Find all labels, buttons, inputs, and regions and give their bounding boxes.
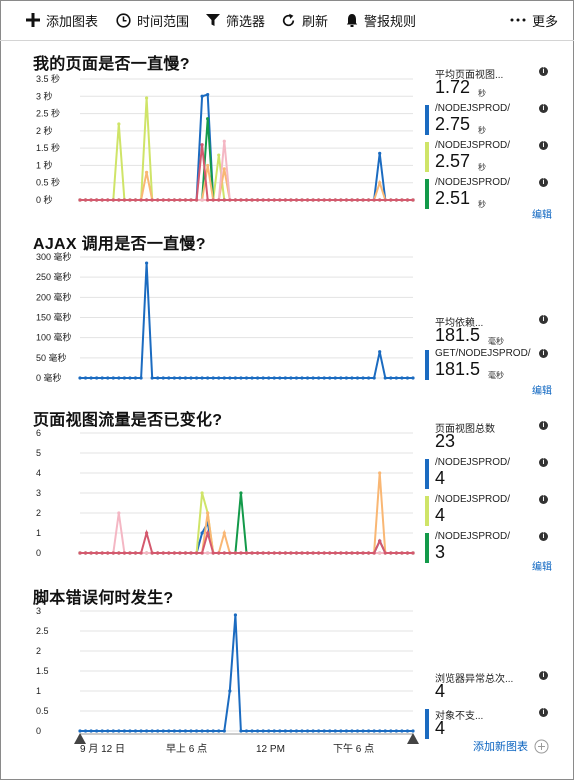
metric-label: 对象不支... (435, 711, 484, 722)
x-tick-label: 12 PM (256, 744, 285, 755)
metric-value: 2.51 (435, 188, 471, 208)
metric-label: /NODEJSPROD/ (435, 531, 511, 542)
refresh-label: 刷新 (302, 13, 329, 29)
metric-color-bar (425, 179, 429, 209)
metric-label: GET/NODEJSPROD/ (435, 348, 531, 359)
info-icon[interactable]: i (539, 104, 548, 113)
metric-value: 23 (435, 431, 456, 451)
metric-label: /NODEJSPROD/ (435, 494, 511, 505)
time-range-button[interactable]: 时间范围 (116, 10, 189, 30)
refresh-icon (281, 13, 296, 28)
metric-value: 2.75 (435, 114, 471, 134)
metric-label: 平均依赖... (435, 318, 484, 329)
alert-rules-label: 警报规则 (364, 13, 417, 29)
metric-label: 平均页面视图... (435, 70, 504, 81)
metric-value: 4 (435, 718, 446, 738)
metric-color-bar (425, 350, 429, 380)
filter-button[interactable]: 筛选器 (206, 10, 265, 30)
info-icon[interactable]: i (539, 315, 548, 324)
info-icon[interactable]: i (539, 671, 548, 680)
metric-color-bar (425, 459, 429, 489)
refresh-button[interactable]: 刷新 (281, 10, 328, 30)
info-icon[interactable]: i (539, 349, 548, 358)
metric-value: 3 (435, 542, 446, 562)
more-button[interactable]: 更多 (510, 10, 558, 30)
metric-label: 页面视图总数 (435, 424, 495, 435)
metric-label: /NODEJSPROD/ (435, 140, 511, 151)
plus-icon (26, 13, 40, 27)
metric-color-bar (425, 142, 429, 172)
info-icon[interactable]: i (539, 708, 548, 717)
metric-value: 181.5 (435, 359, 481, 379)
info-icon[interactable]: i (539, 532, 548, 541)
metric-color-bar (425, 533, 429, 563)
time-range-label: 时间范围 (137, 13, 190, 29)
time-axis: 9 月 12 日 早上 6 点 12 PM 下午 6 点 (74, 733, 419, 755)
metric-color-bar (425, 709, 429, 739)
add-chart-button[interactable]: 添加图表 (26, 10, 98, 30)
info-icon[interactable]: i (539, 67, 548, 76)
chart-title: 脚本错误何时发生? (33, 590, 174, 607)
info-icon[interactable]: i (539, 458, 548, 467)
chart-title: 我的页面是否一直慢? (33, 56, 190, 73)
toolbar: 添加图表 时间范围 筛选器 刷新 警报规则 更多 (0, 0, 574, 41)
x-tick-label: 下午 6 点 (333, 742, 374, 755)
metric-value: 4 (435, 681, 446, 701)
metric-unit: 秒 (478, 89, 486, 98)
clock-icon (116, 12, 131, 28)
x-tick-label: 早上 6 点 (166, 743, 207, 755)
metric-value: 4 (435, 505, 446, 525)
funnel-icon (206, 13, 220, 27)
range-start-handle-icon (74, 733, 86, 744)
alert-rules-button[interactable]: 警报规则 (346, 10, 416, 30)
add-new-chart-label: 添加新图表 (473, 741, 528, 753)
range-end-handle-icon (407, 733, 419, 744)
edit-link[interactable]: 编辑 (532, 386, 552, 397)
metric-value: 4 (435, 468, 446, 488)
info-icon[interactable]: i (539, 141, 548, 150)
ellipsis-icon (510, 18, 526, 22)
info-icon[interactable]: i (539, 178, 548, 187)
edit-link[interactable]: 编辑 (532, 210, 552, 221)
info-icon[interactable]: i (539, 421, 548, 430)
metric-label: 浏览器异常总次... (435, 674, 514, 685)
metric-value: 2.57 (435, 151, 471, 171)
metric-unit: 秒 (478, 200, 486, 209)
metric-value: 1.72 (435, 77, 471, 97)
add-chart-label: 添加图表 (46, 13, 99, 29)
info-icon[interactable]: i (539, 495, 548, 504)
metric-label: /NODEJSPROD/ (435, 177, 511, 188)
metric-unit: 毫秒 (488, 371, 504, 380)
bell-icon (346, 13, 358, 28)
chart-title: 页面视图流量是否已变化? (33, 412, 223, 429)
x-tick-label: 9 月 12 日 (80, 743, 125, 755)
metric-label: /NODEJSPROD/ (435, 103, 511, 114)
filter-label: 筛选器 (226, 13, 266, 29)
metric-unit: 毫秒 (488, 337, 504, 346)
edit-link[interactable]: 编辑 (532, 562, 552, 573)
add-new-chart-link[interactable]: 添加新图表 (473, 738, 549, 754)
chart-title: AJAX 调用是否一直慢? (33, 236, 206, 253)
metric-unit: 秒 (478, 163, 486, 172)
metric-unit: 秒 (478, 126, 486, 135)
more-label: 更多 (532, 13, 559, 29)
metric-value: 181.5 (435, 325, 481, 345)
add-circle-icon (534, 739, 549, 754)
metric-color-bar (425, 105, 429, 135)
metric-color-bar (425, 496, 429, 526)
metric-label: /NODEJSPROD/ (435, 457, 511, 468)
